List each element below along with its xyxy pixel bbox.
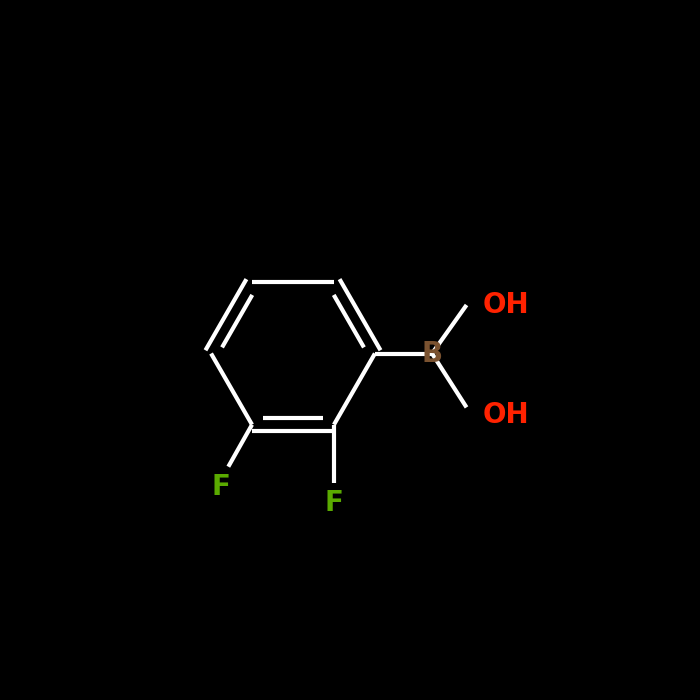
Text: OH: OH: [483, 402, 529, 430]
Text: F: F: [212, 473, 231, 501]
Text: B: B: [421, 340, 442, 368]
Text: F: F: [325, 489, 344, 517]
Text: OH: OH: [483, 291, 529, 319]
